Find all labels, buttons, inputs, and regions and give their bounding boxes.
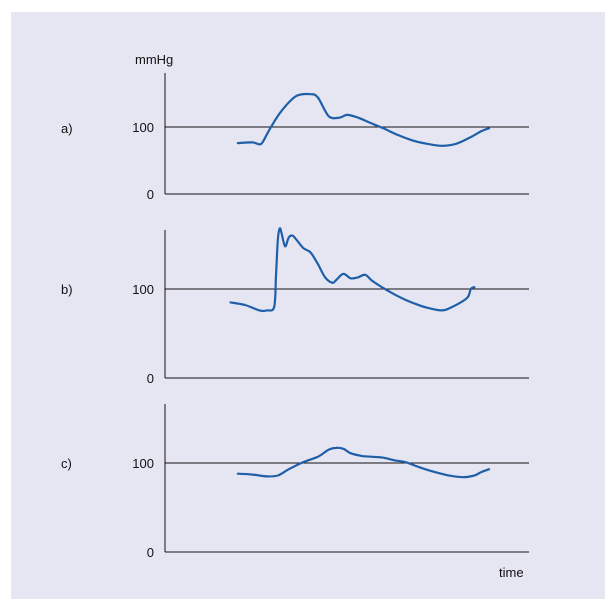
panel-a-label: a) [61,121,73,136]
panel-b-pressure-line [229,227,476,313]
y-axis-label: mmHg [135,52,173,67]
panel-b-tick-label-100: 100 [132,282,154,297]
panel-a-tick-label-0: 0 [147,187,154,202]
x-axis-label: time [499,565,524,580]
chart-background [11,12,605,599]
panel-a: a) 100 0 [61,73,529,202]
panel-b: b) 100 0 [61,227,529,386]
panel-a-tick-label-100: 100 [132,120,154,135]
panel-c-tick-label-100: 100 [132,456,154,471]
panel-a-pressure-line [236,92,491,147]
panel-c: c) 100 0 [61,404,529,560]
panel-c-pressure-line [236,446,491,479]
panel-b-tick-label-0: 0 [147,371,154,386]
panel-c-tick-label-0: 0 [147,545,154,560]
panel-c-label: c) [61,456,72,471]
panel-b-label: b) [61,282,73,297]
